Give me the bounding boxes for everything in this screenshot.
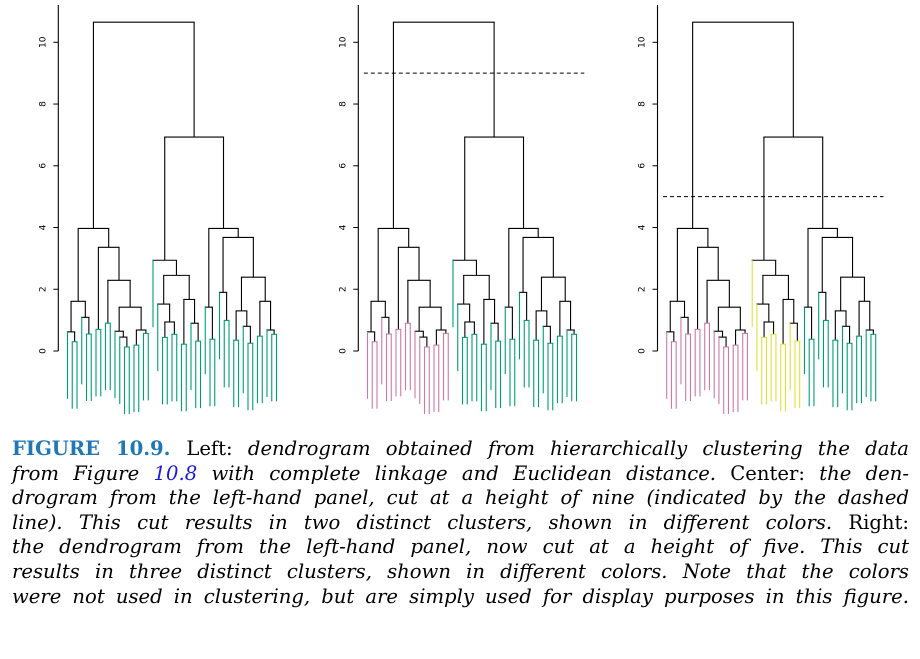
caption-line: were not used in clustering, but are sim… — [12, 585, 909, 610]
caption-text: Center: — [716, 461, 820, 485]
y-tick-label: 4 — [338, 224, 348, 230]
y-tick-label: 0 — [638, 348, 648, 354]
y-tick-label: 8 — [338, 101, 348, 107]
caption-text: results in three distinct clusters, show… — [12, 559, 909, 583]
y-tick-label: 6 — [638, 163, 648, 169]
caption-text: Right: — [832, 510, 909, 534]
y-tick-label: 4 — [38, 224, 48, 230]
figure-reference-link[interactable]: 10.8 — [153, 461, 198, 485]
y-tick-label: 8 — [38, 101, 48, 107]
caption-line: results in three distinct clusters, show… — [12, 560, 909, 585]
panel-right: 0 2 4 6 8 10 — [638, 5, 884, 414]
caption-text: the dendrogram from the left-hand panel,… — [12, 535, 909, 559]
figure-caption: FIGURE 10.9. Left: dendrogram obtained f… — [12, 437, 909, 609]
caption-text: line). This cut results in two distinct … — [12, 510, 833, 534]
caption-text: the den- — [819, 461, 909, 485]
caption-text: dendrogram obtained from hierarchically … — [247, 437, 909, 460]
y-tick-label: 2 — [338, 286, 348, 292]
y-tick-label: 10 — [338, 36, 348, 48]
panel-center: 0 2 4 6 8 10 — [338, 5, 585, 414]
caption-line: FIGURE 10.9. Left: dendrogram obtained f… — [12, 437, 909, 462]
caption-text: from Figure — [12, 461, 154, 485]
y-tick-label: 10 — [38, 36, 48, 48]
caption-text: with complete linkage and Euclidean dist… — [197, 461, 717, 485]
y-tick-label: 6 — [38, 163, 48, 169]
figure-label: FIGURE 10.9. — [12, 437, 187, 460]
panel-left: 0 2 4 6 8 10 — [38, 5, 278, 414]
caption-line: line). This cut results in two distinct … — [12, 511, 909, 536]
y-tick-label: 0 — [338, 348, 348, 354]
y-tick-label: 4 — [638, 224, 648, 230]
caption-line: drogram from the left-hand panel, cut at… — [12, 486, 909, 511]
caption-text: drogram from the left-hand panel, cut at… — [12, 486, 909, 510]
caption-line: the dendrogram from the left-hand panel,… — [12, 535, 909, 560]
y-tick-label: 10 — [638, 36, 648, 48]
y-tick-label: 0 — [38, 348, 48, 354]
caption-line: from Figure 10.8 with complete linkage a… — [12, 462, 909, 487]
y-tick-label: 6 — [338, 163, 348, 169]
caption-text: were not used in clustering, but are sim… — [12, 584, 909, 608]
caption-text: Left: — [186, 437, 248, 460]
y-tick-label: 2 — [638, 286, 648, 292]
y-tick-label: 2 — [38, 286, 48, 292]
dendrogram-figure: 0 2 4 6 8 10 0 2 4 6 8 10 0 2 4 6 8 10 — [38, 5, 884, 414]
y-tick-label: 8 — [638, 101, 648, 107]
